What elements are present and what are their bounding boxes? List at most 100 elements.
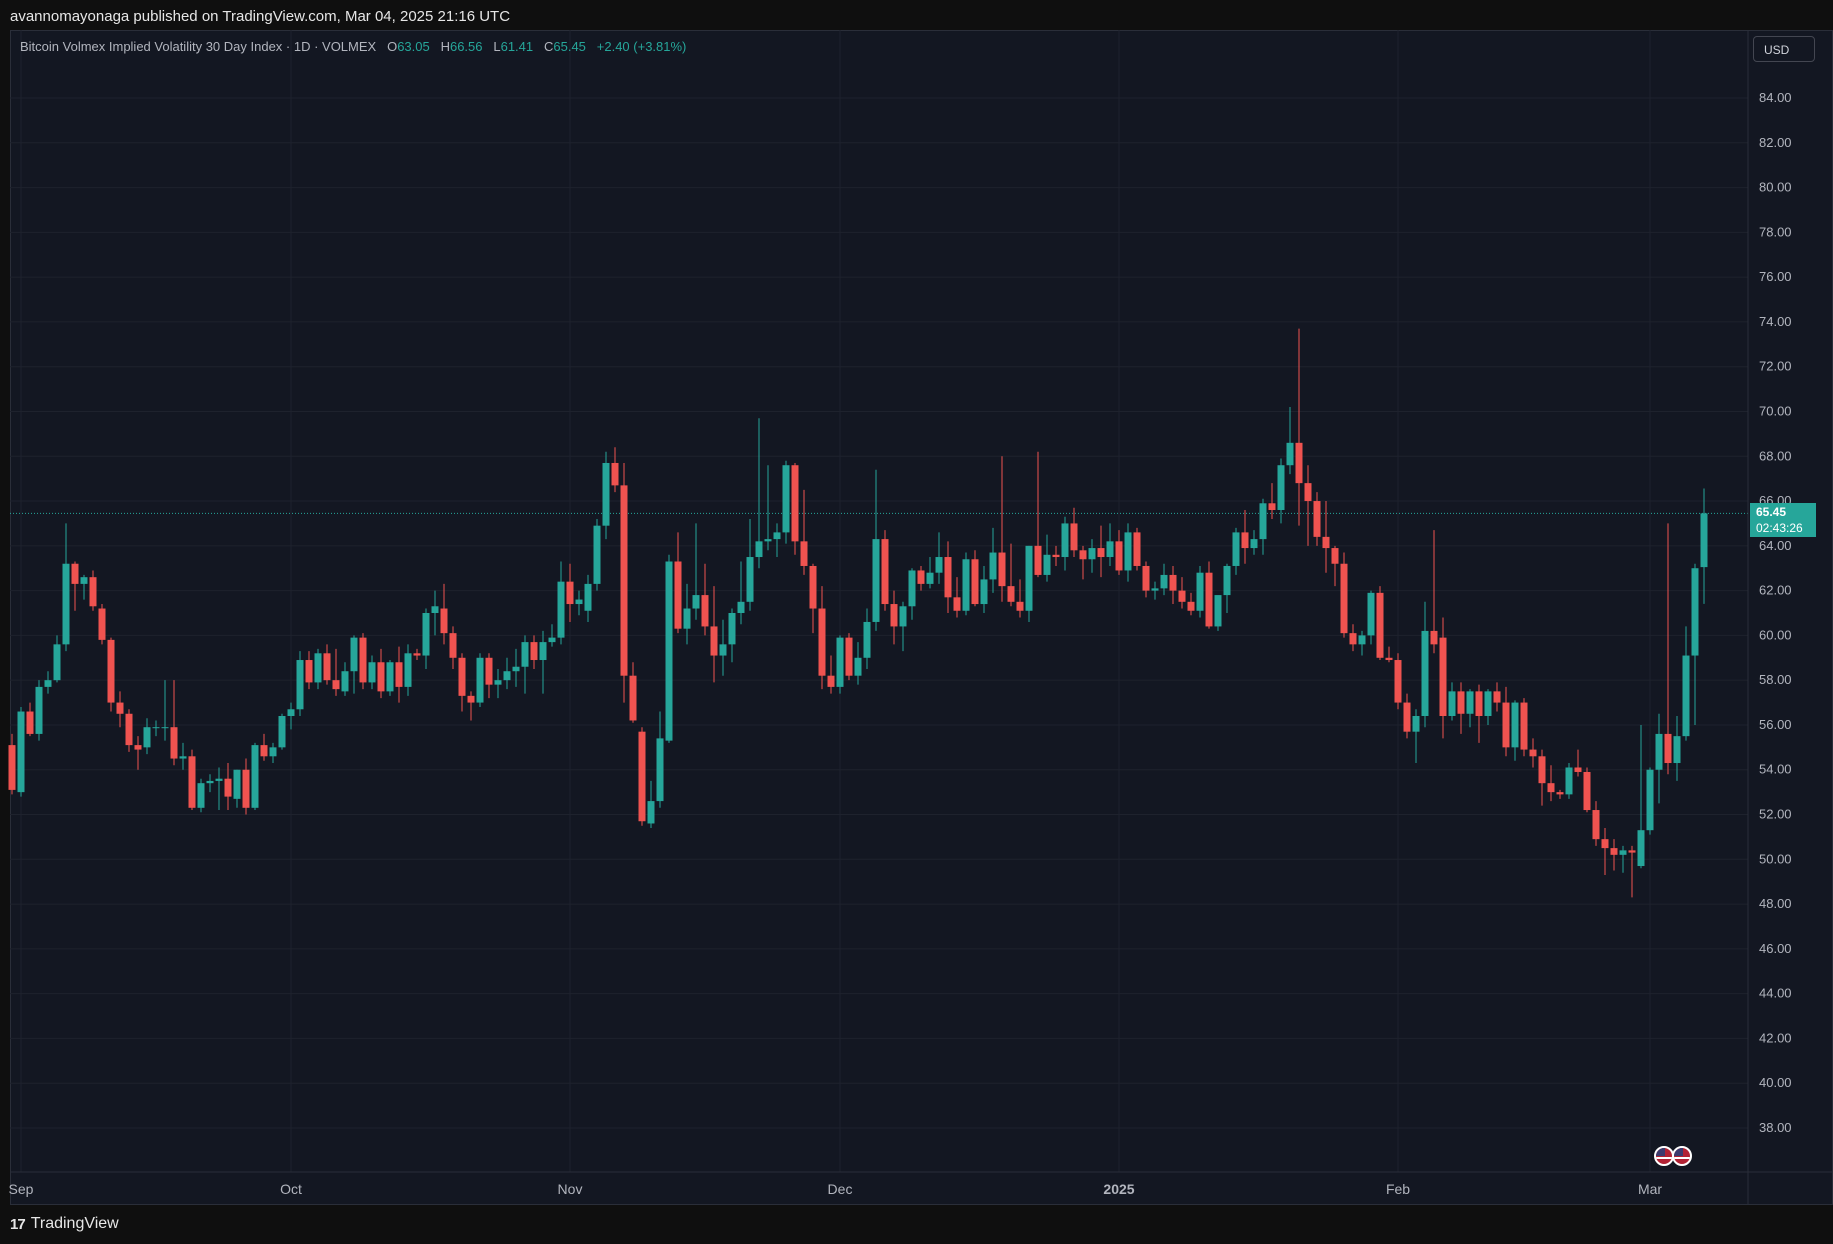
candle-up[interactable] <box>35 680 43 741</box>
candle-up[interactable] <box>1025 545 1033 622</box>
candle-up[interactable] <box>548 624 556 647</box>
candle-down[interactable] <box>674 532 682 634</box>
candle-up[interactable] <box>692 523 700 620</box>
candle-down[interactable] <box>1340 552 1348 638</box>
candle-down[interactable] <box>323 644 331 685</box>
candle-down[interactable] <box>1547 765 1555 802</box>
candle-up[interactable] <box>1214 595 1222 631</box>
candle-down[interactable] <box>944 541 952 613</box>
candle-up[interactable] <box>863 608 871 669</box>
candle-down[interactable] <box>89 570 97 611</box>
candle-up[interactable] <box>539 630 547 694</box>
candle-down[interactable] <box>71 561 79 611</box>
candle-up[interactable] <box>1673 716 1681 781</box>
candle-down[interactable] <box>890 590 898 645</box>
candle-up[interactable] <box>989 527 997 593</box>
candle-up[interactable] <box>854 642 862 685</box>
candle-up[interactable] <box>1421 601 1429 728</box>
candle-down[interactable] <box>1079 545 1087 580</box>
candle-up[interactable] <box>368 655 376 690</box>
candle-up[interactable] <box>152 720 160 737</box>
candle-up[interactable] <box>899 601 907 652</box>
candle-down[interactable] <box>305 651 313 690</box>
candle-up[interactable] <box>404 644 412 696</box>
candle-up[interactable] <box>782 460 790 544</box>
candle-down[interactable] <box>134 736 142 770</box>
candle-down[interactable] <box>1430 530 1438 654</box>
candle-up[interactable] <box>269 742 277 764</box>
candle-down[interactable] <box>1007 543 1015 607</box>
candle-down[interactable] <box>1133 527 1141 571</box>
tradingview-logo[interactable]: 17 TradingView <box>10 1215 119 1233</box>
candle-down[interactable] <box>1493 682 1501 712</box>
candle-down[interactable] <box>1295 328 1303 526</box>
candle-down[interactable] <box>467 691 475 721</box>
chart-svg[interactable]: 38.00 40.00 42.00 44.00 46.00 48.00 50.00 52.00… <box>0 0 1833 1205</box>
candle-up[interactable] <box>1232 527 1240 575</box>
candle-down[interactable] <box>224 763 232 811</box>
candle-up[interactable] <box>206 774 214 793</box>
candle-down[interactable] <box>1304 465 1312 546</box>
candle-down[interactable] <box>791 462 799 555</box>
candle-up[interactable] <box>647 780 655 828</box>
candle-down[interactable] <box>1016 579 1024 618</box>
candle-down[interactable] <box>1313 492 1321 546</box>
candle-up[interactable] <box>143 718 151 755</box>
candle-up[interactable] <box>44 671 52 694</box>
candle-down[interactable] <box>818 586 826 690</box>
candle-up[interactable] <box>1619 845 1627 873</box>
candle-up[interactable] <box>296 651 304 716</box>
candle-up[interactable] <box>737 561 745 625</box>
candle-down[interactable] <box>1502 686 1510 757</box>
candle-up[interactable] <box>980 565 988 613</box>
candle-down[interactable] <box>332 648 340 696</box>
candle-up[interactable] <box>557 561 565 645</box>
candle-up[interactable] <box>1466 689 1474 728</box>
candle-down[interactable] <box>620 462 628 703</box>
candle-down[interactable] <box>566 563 574 622</box>
candle-up[interactable] <box>1448 682 1456 721</box>
candle-down[interactable] <box>107 637 115 712</box>
candle-up[interactable] <box>341 662 349 696</box>
candle-up[interactable] <box>872 469 880 631</box>
candle-up[interactable] <box>926 557 934 589</box>
candle-down[interactable] <box>1205 561 1213 629</box>
candle-up[interactable] <box>422 608 430 669</box>
candle-up[interactable] <box>161 680 169 741</box>
candle-down[interactable] <box>1034 451 1042 578</box>
candle-up[interactable] <box>80 574 88 600</box>
candle-down[interactable] <box>701 563 709 636</box>
candle-up[interactable] <box>1358 630 1366 656</box>
candle-up[interactable] <box>1277 458 1285 524</box>
candle-up[interactable] <box>1367 590 1375 645</box>
candle-up[interactable] <box>287 702 295 730</box>
candle-down[interactable] <box>26 702 34 737</box>
candle-down[interactable] <box>395 646 403 703</box>
candle-up[interactable] <box>17 707 25 797</box>
candle-up[interactable] <box>1691 563 1699 725</box>
candle-up[interactable] <box>251 742 259 811</box>
candle-down[interactable] <box>377 648 385 699</box>
candle-up[interactable] <box>215 767 223 811</box>
candle-up[interactable] <box>494 668 502 699</box>
candle-up[interactable] <box>962 552 970 616</box>
candle-up[interactable] <box>1682 626 1690 741</box>
candle-down[interactable] <box>1538 749 1546 806</box>
candle-up[interactable] <box>512 648 520 687</box>
candle-down[interactable] <box>1394 653 1402 710</box>
candle-down[interactable] <box>1664 523 1672 775</box>
candle-up[interactable] <box>764 465 772 551</box>
candle-down[interactable] <box>1403 693 1411 739</box>
candle-up[interactable] <box>575 590 583 616</box>
candle-down[interactable] <box>1331 545 1339 587</box>
candle-up[interactable] <box>1196 565 1204 618</box>
candle-down[interactable] <box>1439 617 1447 739</box>
candle-down[interactable] <box>1241 510 1249 564</box>
candle-down[interactable] <box>1457 682 1465 734</box>
candle-up[interactable] <box>584 574 592 622</box>
candle-down[interactable] <box>170 680 178 766</box>
candle-down[interactable] <box>1610 839 1618 871</box>
candle-up[interactable] <box>233 769 241 808</box>
candle-up[interactable] <box>1511 700 1519 761</box>
candle-down[interactable] <box>1385 646 1393 663</box>
